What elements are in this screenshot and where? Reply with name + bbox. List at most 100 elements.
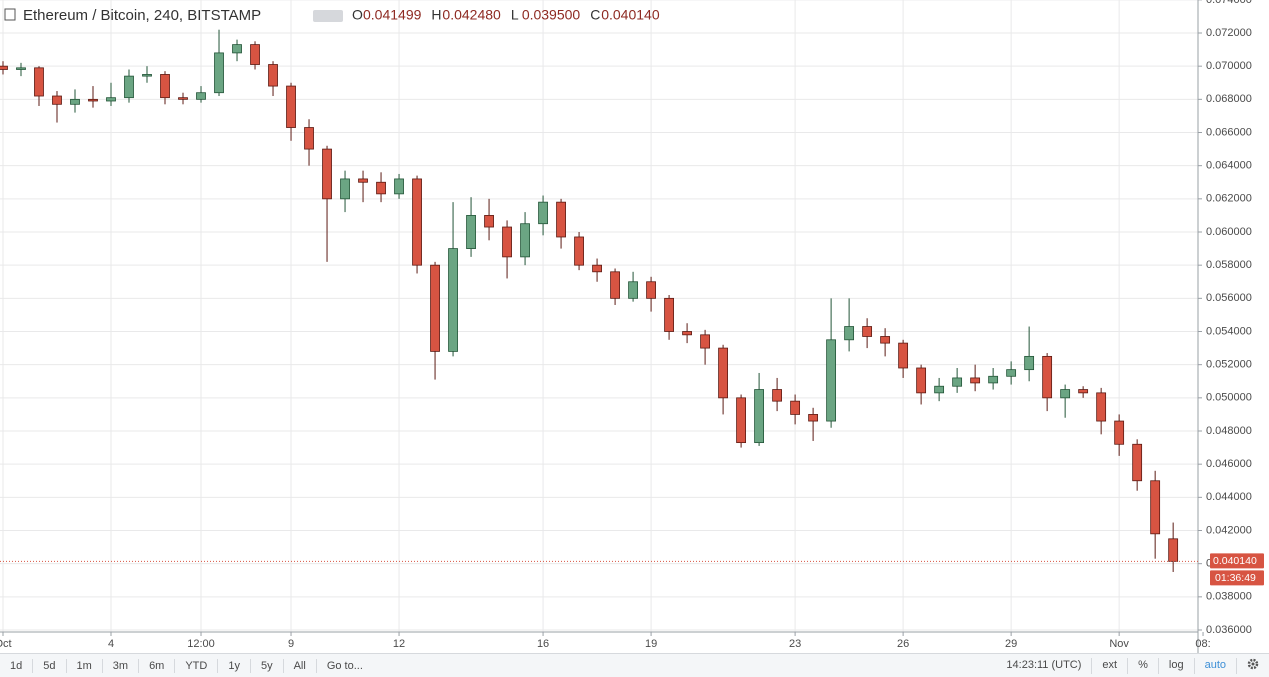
candle-body	[358, 178, 368, 183]
clock: 14:23:11 (UTC)	[996, 657, 1093, 674]
chart: 0.0360000.0380000.0400000.0420000.044000…	[0, 0, 1269, 653]
candle-body	[970, 377, 981, 384]
countdown-label: 01:36:49	[1215, 572, 1256, 584]
candle-body	[394, 178, 404, 195]
countdown-box	[1210, 570, 1264, 586]
candle-body	[88, 98, 98, 102]
range-button[interactable]: All	[284, 658, 317, 673]
settings-icon[interactable]	[1237, 658, 1269, 674]
ohlc-value: 0.040140	[601, 7, 660, 23]
x-tick-label: 19	[645, 638, 657, 650]
x-tick-label: 23	[789, 638, 801, 650]
candle-body	[412, 178, 422, 266]
candle-body	[808, 414, 819, 422]
option-button[interactable]: auto	[1195, 657, 1237, 674]
candle-body	[988, 375, 999, 384]
ohlc-key: O	[352, 7, 363, 23]
x-tick-label: 16	[537, 638, 549, 650]
ohlc-value: 0.042480	[442, 7, 501, 23]
y-tick-label: 0.056000	[1206, 292, 1252, 304]
candle-body	[1168, 538, 1179, 562]
x-tick-label: 29	[1005, 638, 1017, 650]
x-tick-label: 12	[393, 638, 405, 650]
range-button[interactable]: 1d	[0, 658, 34, 673]
ohlc-key: L	[511, 7, 519, 23]
candle-body	[304, 127, 314, 150]
candle-body	[232, 44, 242, 54]
candle-body	[1096, 392, 1107, 422]
range-button[interactable]: 5d	[33, 658, 67, 673]
y-tick-label: 0.066000	[1206, 126, 1252, 138]
candle-body	[520, 223, 530, 258]
y-tick-label: 0.058000	[1206, 259, 1252, 271]
ohlc-key: H	[431, 7, 441, 23]
candle-body	[862, 326, 873, 337]
y-tick-label: 0.038000	[1206, 591, 1252, 603]
y-tick-label: 0.054000	[1206, 325, 1252, 337]
range-button[interactable]: 1m	[67, 658, 103, 673]
candle-body	[376, 181, 386, 195]
candle-body	[196, 92, 206, 100]
candle-body	[160, 74, 170, 99]
candle-body	[628, 281, 638, 299]
last-price-label: 0.040140	[1213, 555, 1257, 567]
chart-title: Ethereum / Bitcoin, 240, BITSTAMP	[23, 7, 261, 24]
option-button[interactable]: log	[1159, 657, 1195, 674]
candle-body	[250, 44, 260, 65]
range-button[interactable]: 6m	[139, 658, 176, 673]
candle-body	[70, 98, 80, 105]
range-button[interactable]: 1y	[218, 658, 251, 673]
y-tick-label: 0.070000	[1206, 60, 1252, 72]
y-tick-label: 0.060000	[1206, 226, 1252, 238]
candle-body	[1150, 480, 1161, 535]
candle-body	[736, 397, 746, 444]
option-button[interactable]: ext	[1092, 657, 1129, 674]
y-tick-label: 0.062000	[1206, 193, 1252, 205]
y-tick-label: 0.044000	[1206, 491, 1252, 503]
candle-body	[268, 64, 278, 87]
candle-body	[610, 271, 620, 299]
candle-body	[934, 385, 945, 394]
candle-body	[682, 331, 692, 336]
candle-body	[448, 248, 458, 352]
y-tick-label: 0.072000	[1206, 27, 1252, 39]
y-tick-label: 0.046000	[1206, 458, 1252, 470]
candle-body	[556, 201, 566, 238]
candle-body	[340, 178, 350, 200]
ohlc-value: 0.041499	[363, 7, 422, 23]
candle-body	[880, 336, 891, 344]
y-tick-label: 0.048000	[1206, 425, 1252, 437]
candle-body	[916, 367, 927, 394]
candle-body	[664, 297, 674, 332]
candle-body	[592, 264, 602, 273]
candle-body	[1078, 389, 1089, 394]
range-button[interactable]: YTD	[175, 658, 219, 673]
range-button[interactable]: 3m	[103, 658, 140, 673]
y-tick-label: 0.042000	[1206, 524, 1252, 536]
candle-body	[1114, 420, 1125, 445]
candle-body	[466, 215, 476, 249]
candle-body	[790, 400, 801, 415]
candle-body	[1132, 443, 1143, 482]
option-button[interactable]: %	[1128, 657, 1159, 674]
candle-body	[826, 339, 837, 422]
x-tick-label: 4	[108, 638, 114, 650]
legend-icon	[4, 8, 16, 21]
candle-body	[898, 342, 909, 369]
x-tick-label: Oct	[0, 638, 12, 650]
candle-body	[214, 52, 224, 94]
candle-body	[178, 97, 188, 100]
toolbar: 1d 5d 1m 3m 6m YTD 1y 5y All Go to... 14:23:11 (UT…	[0, 653, 1269, 677]
toolbar-right: 14:23:11 (UTC) ext% log auto	[996, 657, 1269, 674]
x-tick-label: 08:	[1195, 638, 1210, 650]
y-tick-label: 0.074000	[1206, 0, 1252, 6]
candle-body	[538, 201, 548, 225]
candle-body	[1042, 355, 1053, 399]
goto-button[interactable]: Go to...	[326, 659, 363, 672]
candle-body	[286, 85, 296, 128]
candle-body	[484, 215, 494, 228]
range-button[interactable]: 5y	[251, 658, 284, 673]
price-axis-bg	[1198, 0, 1269, 653]
candle-body	[124, 75, 134, 99]
